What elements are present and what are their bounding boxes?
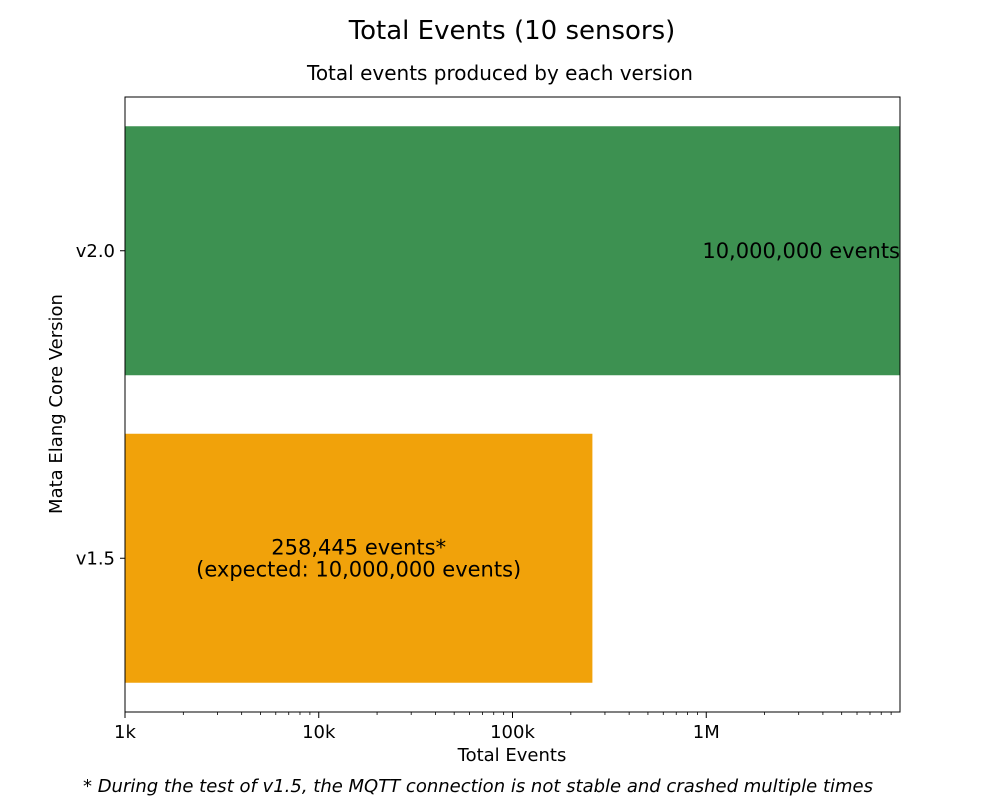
x-axis-label: Total Events xyxy=(457,745,567,766)
plot-frame xyxy=(124,96,901,713)
x-tick-label: 1k xyxy=(114,722,136,743)
bar-value-label: 258,445 events* xyxy=(271,535,446,559)
plot-area: v1.5 258,445 events*(expected: 10,000,000… xyxy=(76,126,900,743)
x-tick-label: 100k xyxy=(490,722,535,743)
chart-subtitle: Total events produced by each version xyxy=(306,61,693,85)
y-axis-label: Mata Elang Core Version xyxy=(46,294,67,514)
y-tick-label: v1.5 xyxy=(76,548,115,569)
y-tick-label: v2.0 xyxy=(76,241,115,262)
footnote: * During the test of v1.5, the MQTT conn… xyxy=(83,776,873,797)
bar-value-label: (expected: 10,000,000 events) xyxy=(196,557,521,581)
x-tick-label: 1M xyxy=(693,722,720,743)
chart-title: Total Events (10 sensors) xyxy=(348,16,676,46)
x-tick-label: 10k xyxy=(302,722,336,743)
bar-v2-0 xyxy=(125,126,900,376)
bar-v1-5 xyxy=(125,433,593,683)
bar-value-label: 10,000,000 events xyxy=(702,239,900,263)
